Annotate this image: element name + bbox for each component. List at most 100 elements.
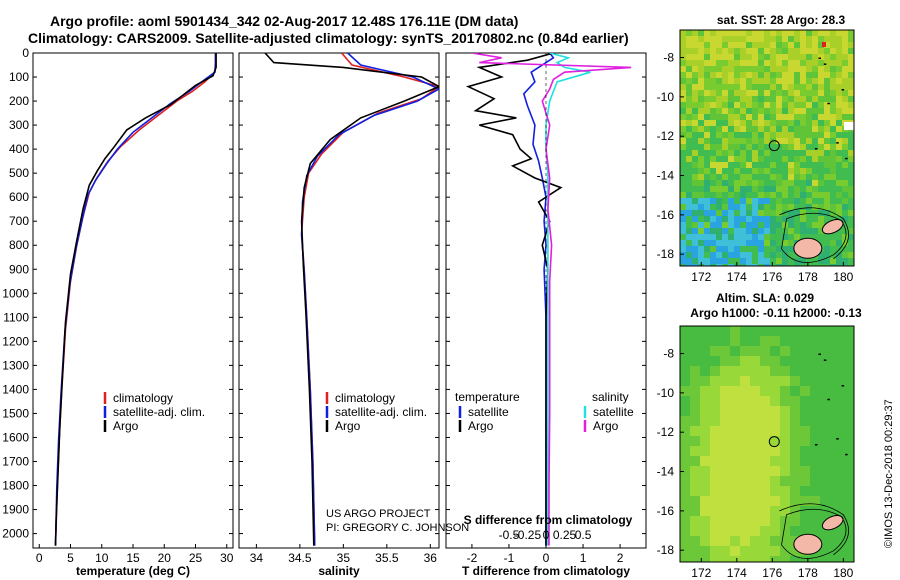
map-cell bbox=[686, 108, 692, 114]
map-cell bbox=[722, 120, 728, 126]
map-cell bbox=[830, 496, 840, 506]
map-cell bbox=[794, 210, 800, 216]
map-cell bbox=[770, 78, 776, 84]
map-cell bbox=[692, 54, 698, 60]
map-cell bbox=[680, 138, 686, 144]
map-cell bbox=[680, 144, 686, 150]
map-cell bbox=[740, 72, 746, 78]
map-cell bbox=[716, 84, 722, 90]
map-cell bbox=[794, 48, 800, 54]
map-cell bbox=[800, 30, 806, 36]
map-cell bbox=[692, 120, 698, 126]
map-cell bbox=[698, 162, 704, 168]
map-cell bbox=[794, 42, 800, 48]
legend-t-argo: Argo bbox=[468, 419, 494, 433]
map-cell bbox=[800, 366, 810, 376]
map-cell bbox=[710, 526, 720, 536]
map-cell bbox=[758, 240, 764, 246]
y-tick-label: 100 bbox=[9, 70, 29, 84]
map-cell bbox=[790, 346, 800, 356]
map-cell bbox=[840, 326, 850, 336]
map-cell bbox=[698, 174, 704, 180]
map-cell bbox=[842, 42, 848, 48]
map-cell bbox=[716, 180, 722, 186]
map-cell bbox=[794, 114, 800, 120]
map-cell bbox=[764, 102, 770, 108]
map-cell bbox=[700, 436, 710, 446]
map-cell bbox=[720, 436, 730, 446]
map-cell bbox=[728, 210, 734, 216]
y-tick-label: 200 bbox=[9, 94, 29, 108]
map-cell bbox=[794, 234, 800, 240]
map-cell bbox=[704, 126, 710, 132]
map-cell bbox=[836, 186, 842, 192]
map-cell bbox=[842, 252, 848, 258]
map-cell bbox=[806, 126, 812, 132]
map-cell bbox=[764, 114, 770, 120]
map-cell bbox=[730, 556, 740, 562]
map-cell bbox=[788, 192, 794, 198]
map-cell bbox=[830, 96, 836, 102]
map-cell bbox=[764, 30, 770, 36]
map-cell bbox=[704, 60, 710, 66]
map-cell bbox=[788, 96, 794, 102]
map-cell bbox=[716, 210, 722, 216]
map-cell bbox=[790, 456, 800, 466]
map-cell bbox=[690, 556, 700, 562]
map-cell bbox=[722, 84, 728, 90]
map-cell bbox=[794, 180, 800, 186]
map-cell bbox=[800, 426, 810, 436]
map-cell bbox=[716, 138, 722, 144]
map-cell bbox=[750, 346, 760, 356]
y-tick-label: 600 bbox=[9, 190, 29, 204]
map-cell bbox=[758, 168, 764, 174]
map-cell bbox=[730, 366, 740, 376]
map-cell bbox=[758, 234, 764, 240]
map-cell bbox=[848, 36, 854, 42]
map-cell bbox=[686, 258, 692, 264]
map-cell bbox=[750, 456, 760, 466]
map-cell bbox=[848, 168, 854, 174]
map-cell bbox=[752, 72, 758, 78]
map-cell bbox=[810, 486, 820, 496]
map-cell bbox=[794, 168, 800, 174]
map-cell bbox=[740, 210, 746, 216]
map-cell bbox=[764, 192, 770, 198]
map-cell bbox=[758, 210, 764, 216]
map-cell bbox=[820, 436, 830, 446]
map-cell bbox=[704, 132, 710, 138]
map-cell bbox=[824, 150, 830, 156]
map-cell bbox=[740, 216, 746, 222]
map-cell bbox=[800, 396, 810, 406]
map-cell bbox=[728, 186, 734, 192]
map-cell bbox=[836, 108, 842, 114]
map-cell bbox=[716, 156, 722, 162]
map-cell bbox=[812, 234, 818, 240]
map-cell bbox=[782, 144, 788, 150]
map-cell bbox=[848, 54, 854, 60]
map-cell bbox=[710, 516, 720, 526]
map-cell bbox=[716, 246, 722, 252]
map-cell bbox=[840, 536, 850, 546]
map-cell bbox=[782, 246, 788, 252]
map-cell bbox=[710, 36, 716, 42]
x-tick-label: -1 bbox=[504, 551, 515, 565]
map-cell bbox=[782, 162, 788, 168]
map-cell bbox=[690, 326, 700, 336]
map-cell bbox=[770, 396, 780, 406]
map-cell bbox=[848, 114, 854, 120]
map-cell bbox=[812, 204, 818, 210]
map-cell bbox=[730, 506, 740, 516]
map-cell bbox=[770, 536, 780, 546]
map-cell bbox=[830, 138, 836, 144]
map-cell bbox=[760, 476, 770, 486]
map-cell bbox=[758, 180, 764, 186]
title-line-2: Climatology: CARS2009. Satellite-adjuste… bbox=[28, 30, 629, 46]
map-cell bbox=[746, 102, 752, 108]
map-cell bbox=[722, 240, 728, 246]
map-cell bbox=[704, 72, 710, 78]
map-cell bbox=[776, 162, 782, 168]
map-cell bbox=[830, 186, 836, 192]
map-cell bbox=[818, 162, 824, 168]
y-tick-label: -10 bbox=[657, 90, 675, 104]
